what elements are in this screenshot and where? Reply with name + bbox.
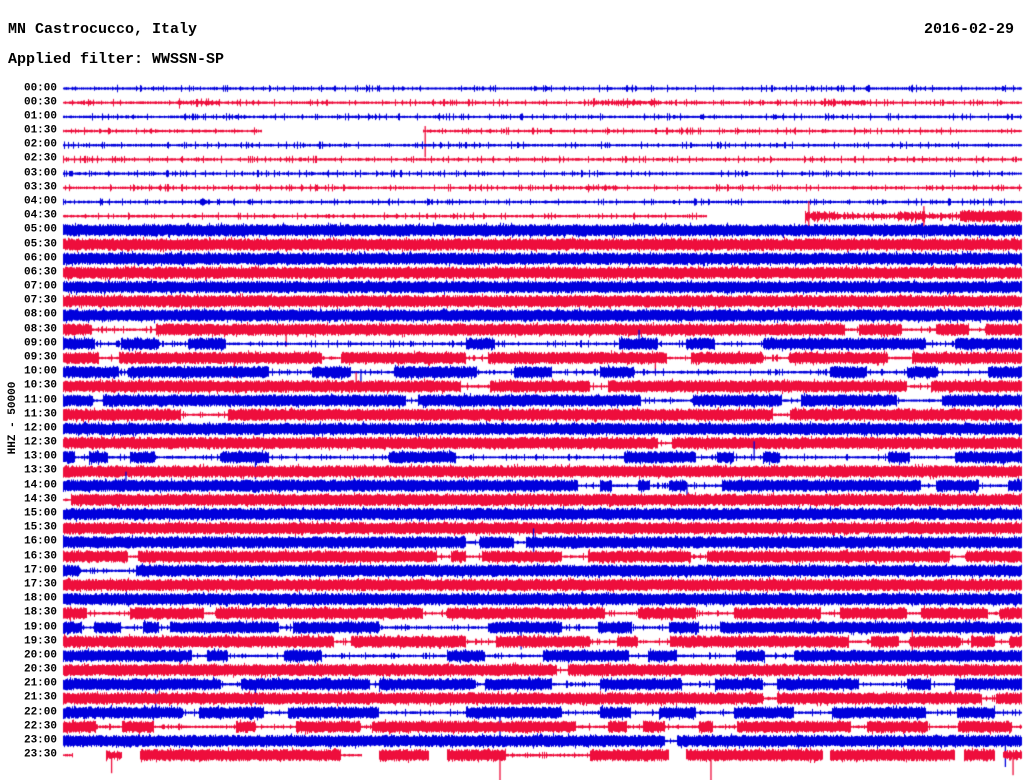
time-label-1330: 13:30 [23,464,57,477]
time-label-1100: 11:00 [23,394,57,407]
time-label-1600: 16:00 [23,535,57,548]
time-label-1230: 12:30 [23,436,57,449]
time-label-0430: 04:30 [23,209,57,222]
time-label-1730: 17:30 [23,578,57,591]
time-label-0800: 08:00 [23,308,57,321]
applied-filter-label: Applied filter: WWSSN-SP [8,51,225,68]
time-label-0700: 07:00 [23,280,57,293]
time-label-1700: 17:00 [23,564,57,577]
time-label-2000: 20:00 [23,649,57,662]
time-label-0400: 04:00 [23,195,57,208]
time-label-0500: 05:00 [23,223,57,236]
time-label-2030: 20:30 [23,663,57,676]
time-label-2130: 21:30 [23,691,57,704]
time-label-1830: 18:30 [23,606,57,619]
time-label-0600: 06:00 [23,252,57,265]
time-label-1200: 12:00 [23,422,57,435]
time-label-0300: 03:00 [23,167,57,180]
time-label-0100: 01:00 [23,110,57,123]
time-label-0930: 09:30 [23,351,57,364]
time-label-1030: 10:30 [23,379,57,392]
time-label-0030: 00:30 [23,96,57,109]
station-title: MN Castrocucco, Italy [8,21,198,38]
time-label-0130: 01:30 [23,124,57,137]
time-label-0630: 06:30 [23,266,57,279]
time-label-2300: 23:00 [23,734,57,747]
time-label-2200: 22:00 [23,706,57,719]
time-label-1630: 16:30 [23,550,57,563]
time-label-0730: 07:30 [23,294,57,307]
time-label-2330: 23:30 [23,748,57,761]
time-label-0200: 02:00 [23,138,57,151]
time-label-1930: 19:30 [23,635,57,648]
time-label-1300: 13:00 [23,450,57,463]
time-label-1430: 14:30 [23,493,57,506]
time-label-1500: 15:00 [23,507,57,520]
time-label-0000: 00:00 [23,82,57,94]
time-label-1130: 11:30 [23,408,57,421]
time-label-1400: 14:00 [23,479,57,492]
time-label-0900: 09:00 [23,337,57,350]
time-axis-labels: 00:00 00:30 01:00 01:30 02:00 02:30 03:00 03:30… [0,0,58,780]
time-label-1900: 19:00 [23,621,57,634]
time-label-0330: 03:30 [23,181,57,194]
time-label-0530: 05:30 [23,238,57,251]
date-label: 2016-02-29 [923,21,1014,38]
time-label-1000: 10:00 [23,365,57,378]
time-label-2100: 21:00 [23,677,57,690]
time-label-1530: 15:30 [23,521,57,534]
time-label-1800: 18:00 [23,592,57,605]
time-label-0230: 02:30 [23,152,57,165]
time-label-2230: 22:30 [23,720,57,733]
time-label-0830: 08:30 [23,323,57,336]
